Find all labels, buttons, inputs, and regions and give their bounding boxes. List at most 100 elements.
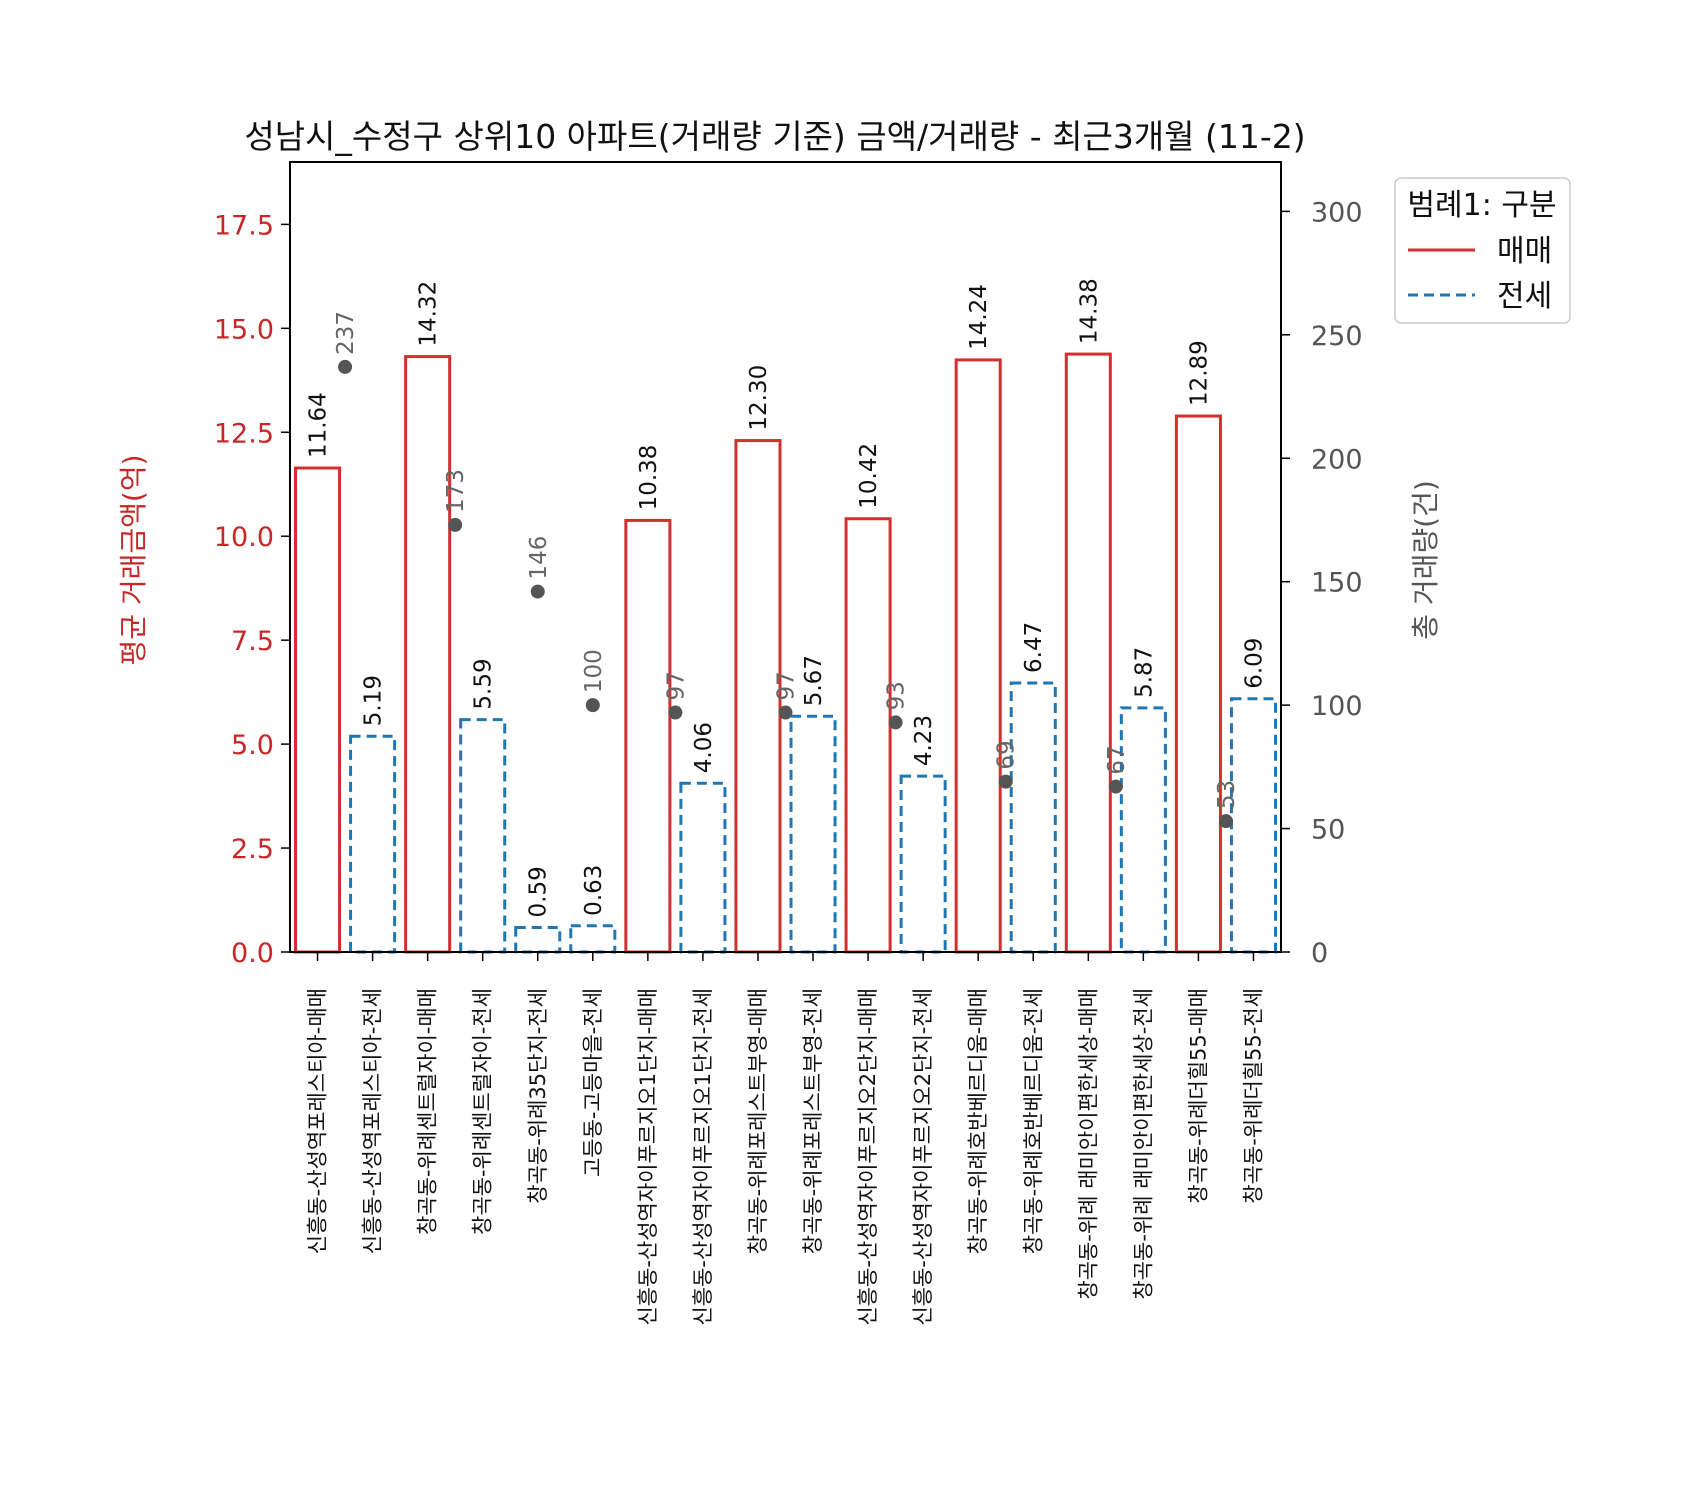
count-label-7: 93 xyxy=(884,681,910,710)
bar-6 xyxy=(569,924,617,954)
bar-8 xyxy=(679,781,727,954)
y2-tick-label-7: 300 xyxy=(1311,197,1363,228)
bar-18 xyxy=(1229,697,1277,954)
x-tick-label-11: 신흥동-산성역자이푸르지오2단지-매매 xyxy=(856,988,880,1326)
value-label-12: 4.23 xyxy=(911,715,937,766)
bar-5 xyxy=(514,925,562,954)
axes-layer: 0.0 2.5 5.0 7.5 10.0 12.5 15.0 17.5 0 50 100 150 200… xyxy=(214,161,1363,1326)
legend-title: 범례1: 구분 xyxy=(1407,188,1556,223)
count-point-2 xyxy=(448,517,463,532)
x-tick-label-18: 창곡동-위례더힐55-전세 xyxy=(1241,988,1265,1204)
count-point-5 xyxy=(668,705,683,720)
count-point-9 xyxy=(1108,779,1123,794)
value-label-2: 5.19 xyxy=(361,675,387,726)
value-label-6: 0.63 xyxy=(581,865,607,916)
legend-label-전세: 전세 xyxy=(1497,279,1552,314)
x-tick-label-12: 신흥동-산성역자이푸르지오2단지-전세 xyxy=(911,988,935,1326)
value-label-9: 12.30 xyxy=(746,365,772,431)
count-point-10 xyxy=(1218,814,1233,829)
y-tick-label-4: 7.5 xyxy=(231,626,274,657)
x-tick-label-1: 신흥동-산성역포레스티아-매매 xyxy=(306,988,330,1254)
y-tick-label-5: 10.0 xyxy=(214,522,274,553)
x-tick-label-5: 창곡동-위례35단지-전세 xyxy=(526,988,550,1204)
value-label-16: 5.87 xyxy=(1131,647,1157,698)
x-tick-label-3: 창곡동-위례센트럴자이-매매 xyxy=(416,988,440,1235)
plot-frame xyxy=(289,161,1282,953)
count-point-7 xyxy=(888,715,903,730)
value-label-10: 5.67 xyxy=(801,655,827,706)
x-tick-label-15: 창곡동-위례 래미안이편한세상-매매 xyxy=(1076,988,1100,1300)
x-tick-label-14: 창곡동-위례호반베르디움-전세 xyxy=(1021,988,1045,1254)
count-point-8 xyxy=(998,774,1013,789)
count-point-3 xyxy=(530,584,545,599)
x-tick-label-10: 창곡동-위례포레스트부영-전세 xyxy=(801,988,825,1254)
bars-layer: 11.64 5.19 14.32 5.59 0.59 0.63 10.38 4.06 12.30… xyxy=(294,278,1277,954)
bar-11 xyxy=(844,517,892,954)
y2-tick-label-5: 200 xyxy=(1311,444,1363,475)
count-label-2: 173 xyxy=(443,469,469,513)
x-tick-label-16: 창곡동-위례 래미안이편한세상-전세 xyxy=(1131,988,1155,1300)
bar-10 xyxy=(789,714,837,954)
count-label-6: 97 xyxy=(774,671,800,700)
count-point-4 xyxy=(585,698,600,713)
legend-label-매매: 매매 xyxy=(1497,234,1552,269)
chart-title: 성남시_수정구 상위10 아파트(거래량 기준) 금액/거래량 - 최근3개월 … xyxy=(244,117,1305,156)
y-tick-label-2: 2.5 xyxy=(231,834,274,865)
legend: 범례1: 구분 매매 전세 xyxy=(1394,177,1571,324)
count-point-1 xyxy=(338,359,353,374)
count-label-10: 53 xyxy=(1214,780,1240,809)
count-label-9: 67 xyxy=(1104,745,1130,774)
value-label-1: 11.64 xyxy=(306,392,332,458)
bar-4 xyxy=(459,718,507,954)
y2-tick-label-3: 100 xyxy=(1311,691,1363,722)
y2-tick-label-2: 50 xyxy=(1311,815,1345,846)
bar-13 xyxy=(954,358,1002,954)
x-tick-label-17: 창곡동-위례더힐55-매매 xyxy=(1186,988,1210,1204)
bar-12 xyxy=(899,774,947,954)
value-label-4: 5.59 xyxy=(471,658,497,709)
y-tick-label-6: 12.5 xyxy=(214,418,274,449)
x-tick-label-7: 신흥동-산성역자이푸르지오1단지-매매 xyxy=(636,988,660,1326)
y2-axis-label: 총 거래량(건) xyxy=(1409,480,1442,640)
x-tick-label-9: 창곡동-위례포레스트부영-매매 xyxy=(746,988,770,1254)
bar-2 xyxy=(349,734,397,954)
count-label-5: 97 xyxy=(663,671,689,700)
value-label-15: 14.38 xyxy=(1076,278,1102,344)
y2-tick-label-1: 0 xyxy=(1311,938,1328,969)
bar-17 xyxy=(1174,414,1222,954)
value-label-11: 10.42 xyxy=(856,443,882,509)
value-label-8: 4.06 xyxy=(691,722,717,773)
count-label-8: 69 xyxy=(994,740,1020,769)
x-tick-label-2: 신흥동-산성역포레스티아-전세 xyxy=(361,988,385,1254)
bar-1 xyxy=(294,466,342,954)
y-tick-label-8: 17.5 xyxy=(214,210,274,241)
bar-3 xyxy=(404,355,452,954)
y-axis-label: 평균 거래금액(억) xyxy=(117,454,150,665)
value-label-5: 0.59 xyxy=(526,866,552,917)
legend-frame xyxy=(1394,177,1571,324)
y2-tick-label-6: 250 xyxy=(1311,321,1363,352)
value-label-3: 14.32 xyxy=(416,281,442,347)
x-tick-label-13: 창곡동-위례호반베르디움-매매 xyxy=(966,988,990,1254)
x-tick-label-4: 창곡동-위례센트럴자이-전세 xyxy=(471,988,495,1235)
count-label-4: 100 xyxy=(581,649,607,693)
value-label-14: 6.47 xyxy=(1021,622,1047,673)
count-label-3: 146 xyxy=(526,536,552,580)
value-label-13: 14.24 xyxy=(966,284,992,350)
y-tick-label-7: 15.0 xyxy=(214,314,274,345)
bar-14 xyxy=(1009,681,1057,954)
points-layer: 237 173 146 100 97 97 93 69 67 53 xyxy=(333,311,1240,829)
bar-16 xyxy=(1119,706,1167,954)
value-label-17: 12.89 xyxy=(1186,340,1212,406)
value-label-18: 6.09 xyxy=(1241,638,1267,689)
bar-7 xyxy=(624,518,672,954)
y2-tick-label-4: 150 xyxy=(1311,568,1363,599)
x-tick-label-6: 고등동-고등마을-전세 xyxy=(581,988,605,1177)
bar-15 xyxy=(1064,352,1112,954)
y-tick-label-1: 0.0 xyxy=(231,938,274,969)
x-tick-label-8: 신흥동-산성역자이푸르지오1단지-전세 xyxy=(691,988,715,1326)
y-tick-label-3: 5.0 xyxy=(231,730,274,761)
count-point-6 xyxy=(778,705,793,720)
count-label-1: 237 xyxy=(333,311,359,355)
